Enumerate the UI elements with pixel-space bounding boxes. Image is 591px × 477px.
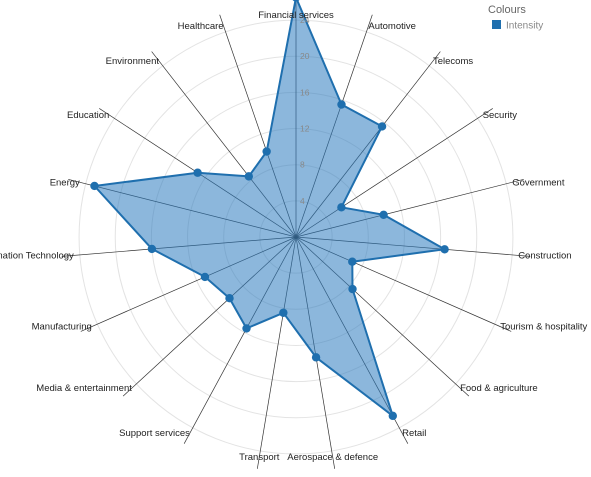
tick-label: 20 — [300, 51, 310, 61]
data-point[interactable] — [292, 0, 300, 2]
data-point[interactable] — [262, 147, 271, 156]
category-label: Transport — [239, 452, 280, 463]
data-point[interactable] — [337, 100, 346, 109]
tick-label: 16 — [300, 87, 310, 97]
category-label: Food & agriculture — [460, 383, 538, 394]
category-label: Aerospace & defence — [287, 452, 378, 463]
category-label: Government — [512, 177, 565, 188]
data-point[interactable] — [311, 353, 321, 362]
legend-swatch[interactable] — [492, 20, 501, 29]
category-label: Information Technology — [0, 250, 74, 261]
data-point[interactable] — [337, 203, 346, 212]
data-point[interactable] — [200, 272, 210, 282]
legend-label[interactable]: Intensity — [506, 21, 543, 32]
data-point-layer — [90, 0, 449, 421]
category-label: Financial services — [258, 10, 334, 21]
data-point[interactable] — [193, 168, 202, 177]
tick-label: 24 — [300, 15, 310, 25]
category-label: Manufacturing — [32, 322, 92, 333]
category-label: Tourism & hospitality — [500, 322, 587, 333]
data-point[interactable] — [379, 210, 388, 220]
data-point[interactable] — [90, 181, 99, 191]
category-label: Construction — [518, 250, 571, 261]
category-labels: Financial services Automotive Telecoms Secu… — [0, 10, 588, 463]
category-label: Automotive — [368, 21, 416, 32]
data-point[interactable] — [388, 411, 397, 421]
category-label: Media & entertainment — [36, 383, 132, 394]
data-point[interactable] — [242, 324, 251, 333]
tick-label: 4 — [300, 196, 305, 206]
data-point[interactable] — [225, 294, 234, 303]
tick-label: 12 — [300, 124, 310, 134]
series-area-layer — [93, 0, 446, 417]
category-label: Support services — [119, 428, 190, 439]
data-point[interactable] — [348, 257, 357, 266]
category-label: Security — [483, 110, 518, 121]
data-point[interactable] — [377, 122, 387, 131]
category-label: Healthcare — [178, 21, 224, 32]
data-point[interactable] — [147, 244, 157, 254]
category-label: Environment — [106, 56, 160, 67]
legend-title: Colours — [488, 4, 526, 16]
category-label: Education — [67, 110, 109, 121]
category-label: Retail — [402, 428, 426, 439]
data-point[interactable] — [348, 284, 357, 294]
data-point[interactable] — [279, 308, 288, 317]
tick-label: 8 — [300, 160, 305, 170]
radial-tick-labels: 4 8 12 16 20 24 — [300, 15, 310, 206]
data-point[interactable] — [440, 245, 449, 254]
legend: Colours Intensity — [488, 4, 543, 32]
data-point[interactable] — [244, 172, 254, 181]
category-label: Energy — [50, 177, 80, 188]
series-area — [93, 0, 446, 417]
category-label: Telecoms — [433, 56, 473, 67]
